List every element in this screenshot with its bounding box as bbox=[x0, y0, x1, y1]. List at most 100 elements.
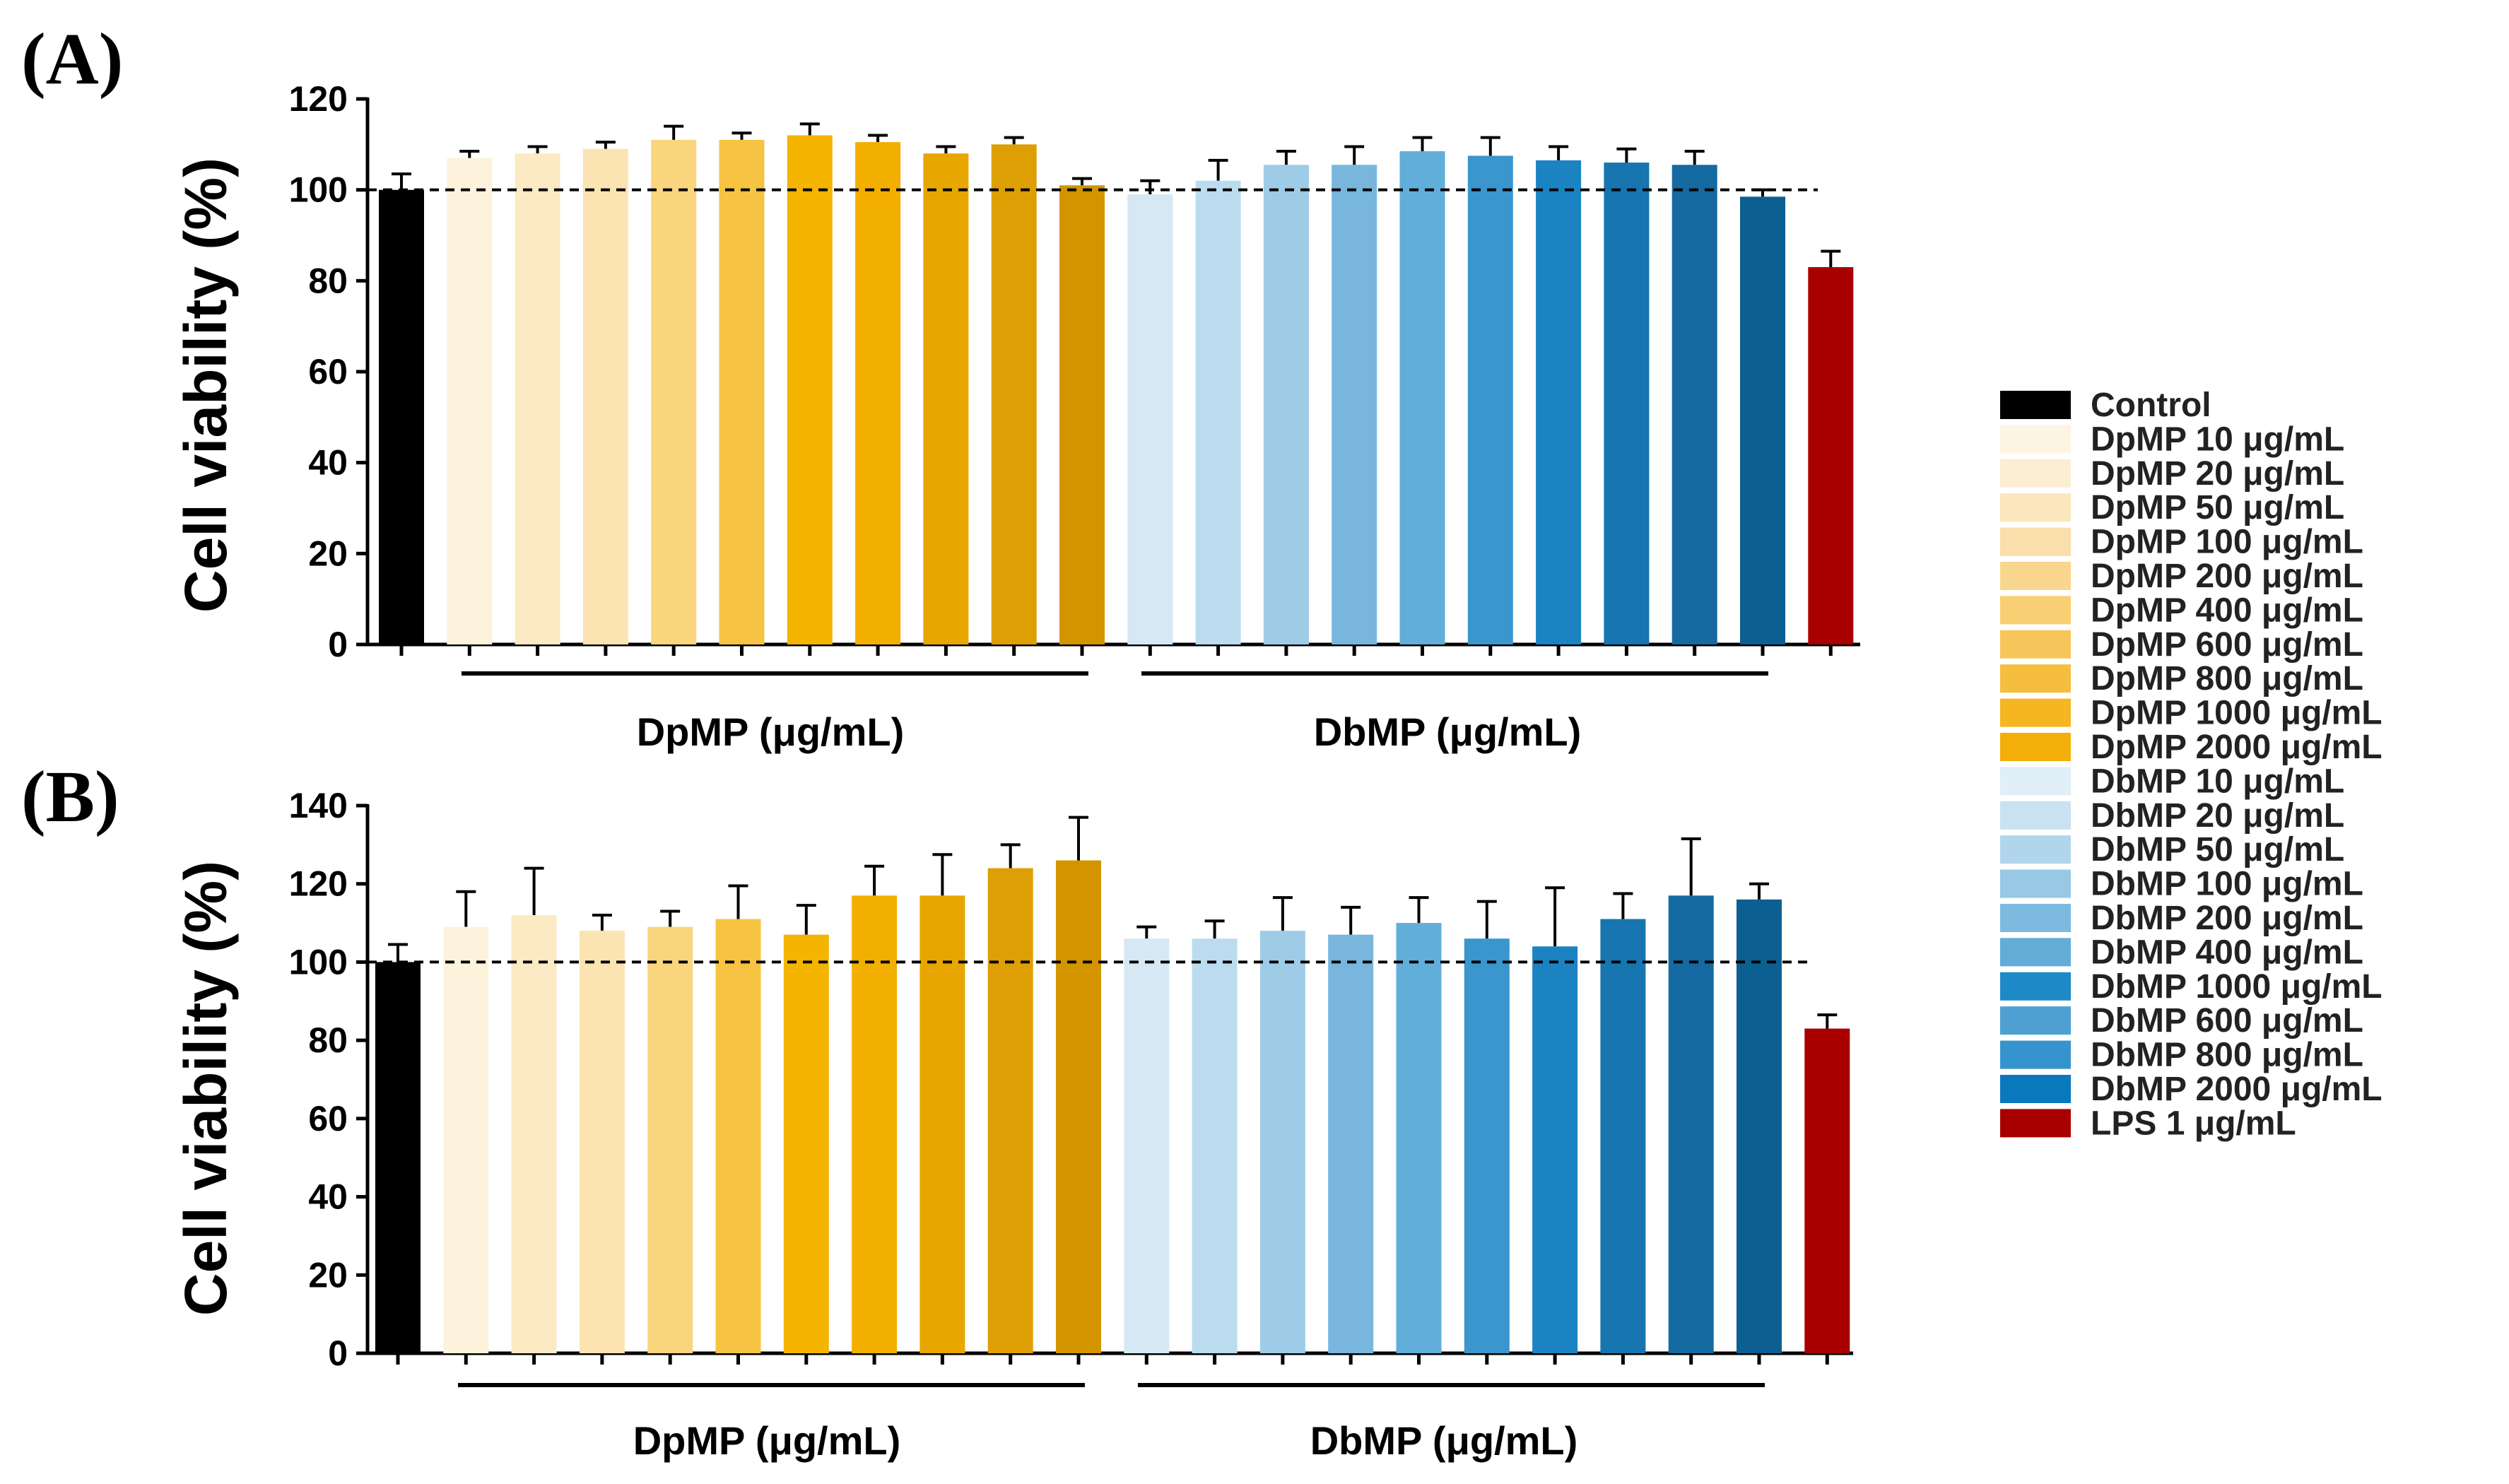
panel-a-y-tick-label: 80 bbox=[308, 261, 348, 300]
panel-b-y-tick-label: 120 bbox=[289, 864, 348, 904]
legend-swatch bbox=[2000, 733, 2071, 761]
legend-swatch bbox=[2000, 767, 2071, 796]
legend-swatch bbox=[2000, 1040, 2071, 1069]
panel-b-marks: 0 20 40 60 80 100 120 140 bbox=[289, 786, 1853, 1387]
panel-b-bar-16 bbox=[1396, 923, 1442, 1353]
legend-label: DbMP 100 μg/mL bbox=[2091, 866, 2363, 903]
panel-b-y-axis-title: Cell viability (%) bbox=[172, 861, 239, 1316]
panel-b-bar-15 bbox=[1328, 934, 1374, 1353]
panel-a-bar-22 bbox=[1808, 267, 1854, 644]
panel-b-bar-11 bbox=[1056, 860, 1101, 1353]
legend-swatch bbox=[2000, 698, 2071, 727]
panel-a-bar-8 bbox=[855, 142, 901, 644]
panel-a-y-tick-label: 60 bbox=[308, 352, 348, 391]
panel-a-y-tick-label: 20 bbox=[308, 534, 348, 573]
legend-swatch bbox=[2000, 904, 2071, 932]
panel-a-bar-13 bbox=[1195, 180, 1241, 645]
panel-b-bar-18 bbox=[1532, 946, 1578, 1353]
panel-a-y-tick-label: 0 bbox=[328, 625, 348, 664]
panel-a-bar-9 bbox=[923, 153, 969, 644]
panel-a-bar-5 bbox=[651, 139, 697, 644]
panel-b-y-tick-label: 60 bbox=[308, 1099, 348, 1138]
panel-a-bar-1 bbox=[379, 189, 424, 645]
panel-a-marks: 0 20 40 60 80 100 120 bbox=[289, 79, 1860, 676]
legend-swatch bbox=[2000, 527, 2071, 556]
panel-a-bar-2 bbox=[447, 158, 493, 645]
panel-b-group-label-dpmp: DpMP (μg/mL) bbox=[633, 1418, 901, 1463]
panel-a-chart: (A) Cell viability (%) 0 20 40 60 80 100 120 D… bbox=[21, 18, 1860, 754]
panel-a-bar-16 bbox=[1399, 151, 1445, 644]
legend-label: DpMP 600 μg/mL bbox=[2091, 626, 2363, 664]
panel-b-bar-4 bbox=[579, 931, 625, 1353]
panel-b-bar-1 bbox=[375, 962, 421, 1353]
panel-a-bar-11 bbox=[1059, 185, 1105, 644]
panel-a-bar-18 bbox=[1536, 160, 1582, 645]
legend-swatch bbox=[2000, 562, 2071, 590]
legend-swatch bbox=[2000, 493, 2071, 522]
legend-label: DpMP 10 μg/mL bbox=[2091, 420, 2344, 458]
legend-swatch bbox=[2000, 596, 2071, 625]
panel-a-bar-20 bbox=[1671, 165, 1717, 645]
panel-a-bar-12 bbox=[1127, 194, 1173, 645]
panel-b-bar-7 bbox=[783, 934, 829, 1353]
panel-a-y-tick-label: 120 bbox=[289, 79, 348, 119]
panel-b-bar-19 bbox=[1600, 919, 1646, 1353]
legend-swatch bbox=[2000, 391, 2071, 419]
panel-a-y-axis-title: Cell viability (%) bbox=[172, 158, 239, 613]
legend-label: DpMP 400 μg/mL bbox=[2091, 591, 2363, 629]
legend-label: DpMP 2000 μg/mL bbox=[2091, 729, 2382, 766]
panel-b-bar-14 bbox=[1259, 931, 1305, 1353]
panel-a-bar-15 bbox=[1332, 165, 1377, 645]
legend-label: DpMP 50 μg/mL bbox=[2091, 489, 2344, 526]
legend-label: DbMP 50 μg/mL bbox=[2091, 831, 2344, 868]
legend-swatch bbox=[2000, 1006, 2071, 1035]
legend-swatch bbox=[2000, 835, 2071, 864]
legend-label: DbMP 20 μg/mL bbox=[2091, 797, 2344, 835]
legend-swatch bbox=[2000, 664, 2071, 693]
panel-a-y-tick-label: 100 bbox=[289, 170, 348, 210]
legend-swatch bbox=[2000, 938, 2071, 967]
panel-b-bar-10 bbox=[987, 868, 1033, 1353]
panel-b-chart: (B) Cell viability (%) 0 20 40 60 80 100 120 14… bbox=[21, 756, 1853, 1463]
panel-a-letter: (A) bbox=[21, 18, 123, 100]
panel-b-y-tick-label: 0 bbox=[328, 1333, 348, 1373]
panel-b-bar-3 bbox=[511, 915, 557, 1353]
panel-b-bar-2 bbox=[443, 926, 489, 1353]
panel-a-y-tick-label: 40 bbox=[308, 443, 348, 483]
panel-b-bar-6 bbox=[715, 919, 761, 1353]
panel-a-group-label-dpmp: DpMP (μg/mL) bbox=[637, 709, 905, 754]
panel-b-group-label-dbmp: DbMP (μg/mL) bbox=[1310, 1418, 1578, 1463]
panel-a-bar-21 bbox=[1740, 196, 1785, 645]
panel-a-bar-10 bbox=[991, 144, 1037, 645]
panel-a-bar-17 bbox=[1467, 155, 1513, 644]
panel-a-bar-6 bbox=[719, 139, 765, 644]
legend-swatch bbox=[2000, 972, 2071, 1001]
panel-a-bar-19 bbox=[1604, 163, 1650, 645]
panel-a-bar-4 bbox=[582, 148, 628, 644]
panel-b-bar-17 bbox=[1464, 938, 1510, 1353]
panel-b-bar-21 bbox=[1737, 899, 1782, 1353]
legend-label: DbMP 200 μg/mL bbox=[2091, 900, 2363, 937]
panel-a-bar-14 bbox=[1263, 165, 1309, 645]
legend-label: LPS 1 μg/mL bbox=[2091, 1105, 2296, 1142]
legend-swatch bbox=[2000, 459, 2071, 488]
panel-a-bar-7 bbox=[787, 135, 833, 644]
panel-b-y-tick-label: 100 bbox=[289, 942, 348, 982]
legend-label: DpMP 100 μg/mL bbox=[2091, 524, 2363, 561]
legend-label: DbMP 1000 μg/mL bbox=[2091, 968, 2382, 1006]
legend-label: DbMP 10 μg/mL bbox=[2091, 762, 2344, 800]
panel-b-y-tick-label: 140 bbox=[289, 786, 348, 825]
panel-b-bar-12 bbox=[1124, 938, 1170, 1353]
legend-swatch bbox=[2000, 1109, 2071, 1138]
panel-b-y-tick-label: 80 bbox=[308, 1020, 348, 1060]
legend-swatch bbox=[2000, 630, 2071, 659]
panel-b-y-tick-label: 20 bbox=[308, 1255, 348, 1295]
legend-swatch bbox=[2000, 425, 2071, 454]
legend-label: DbMP 400 μg/mL bbox=[2091, 934, 2363, 971]
legend-label: DpMP 800 μg/mL bbox=[2091, 660, 2363, 697]
panel-b-letter: (B) bbox=[21, 756, 119, 837]
legend-label: DbMP 800 μg/mL bbox=[2091, 1037, 2363, 1074]
legend-label: DpMP 20 μg/mL bbox=[2091, 455, 2344, 493]
